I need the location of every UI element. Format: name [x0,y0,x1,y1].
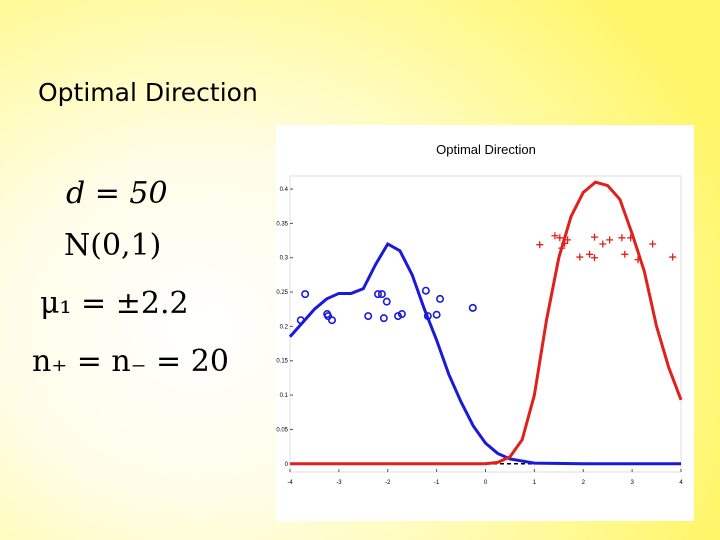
data-point [649,240,657,248]
data-point [669,253,677,261]
chart: Optimal Direction 0 0.05 0.1 0.15 0.2 0.25 0.3… [276,142,683,486]
x-tick-label: 1 [533,480,537,486]
formula: N(0,1) [64,228,162,263]
y-tick-label: 0.15 [276,359,288,365]
x-tick-label: -3 [336,480,342,486]
data-point [436,294,445,303]
curve [290,180,683,466]
curve [288,241,681,466]
x-tick-label: 3 [630,480,634,486]
x-tick-label: 0 [484,480,488,486]
data-point [551,232,559,240]
chart-title: Optimal Direction [436,142,536,157]
y-tick-label: 0.4 [280,187,289,193]
data-point [421,286,430,295]
slide-title: Optimal Direction [38,78,258,107]
data-point [432,310,441,319]
y-tick-label: 0.1 [280,393,289,399]
data-point [599,240,607,248]
x-tick-label: 4 [679,480,683,486]
data-point [621,250,629,258]
y-tick-label: 0.05 [276,427,288,433]
data-point [586,250,594,258]
x-tick-label: -1 [434,480,440,486]
formula: n₊ = n₋ = 20 [32,344,229,379]
x-tick-label: -4 [287,480,293,486]
x-tick-label: -2 [385,480,391,486]
data-point [324,312,333,321]
data-point [301,290,310,299]
data-point [423,312,432,321]
data-point [590,254,598,262]
data-point [556,234,564,242]
y-tick-label: 0.2 [280,324,289,330]
data-point [576,253,584,261]
chart-panel: Optimal Direction 0 0.05 0.1 0.15 0.2 0.25 0.3… [276,125,694,521]
y-tick-label: 0.25 [276,290,288,296]
data-point [397,310,406,319]
data-point [536,241,544,249]
data-point [382,297,391,306]
x-tick-label: 2 [582,480,586,486]
data-point [564,236,572,244]
data-point [558,244,566,252]
formula: μ₁ = ±2.2 [40,286,189,321]
data-point [468,303,477,312]
y-tick-label: 0 [285,462,289,468]
data-point [606,236,614,244]
formula: d = 50 [66,176,168,211]
data-point [296,316,305,325]
data-point [328,316,337,325]
data-point [590,233,598,241]
data-point [379,314,388,323]
data-point [377,290,386,299]
data-point [634,256,642,264]
data-point [394,312,403,321]
data-point [627,234,635,242]
y-tick-label: 0.3 [280,256,289,262]
plot-frame [289,175,682,473]
data-point [364,312,373,321]
data-point [618,234,626,242]
data-point [373,290,382,299]
y-tick-label: 0.35 [276,221,288,227]
